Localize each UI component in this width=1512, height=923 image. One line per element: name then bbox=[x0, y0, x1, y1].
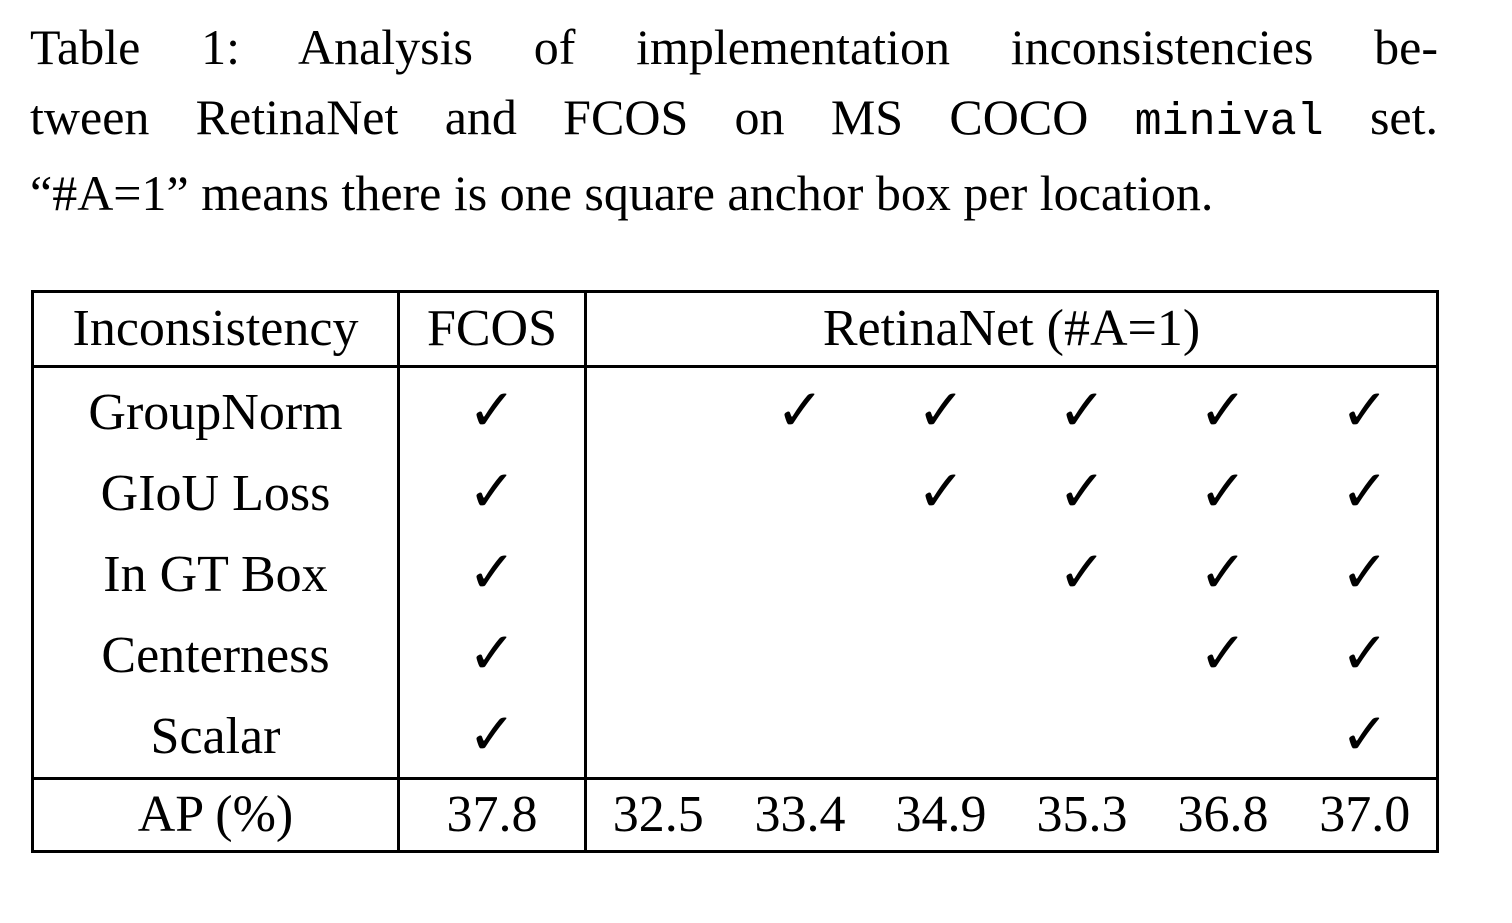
retina-cell bbox=[730, 453, 871, 534]
checkmark-icon: ✓ bbox=[1198, 376, 1248, 444]
retina-cell bbox=[871, 696, 1012, 779]
checkmark-icon: ✓ bbox=[1198, 619, 1248, 687]
retina-cell: ✓ bbox=[871, 453, 1012, 534]
checkmark-icon: ✓ bbox=[1198, 538, 1248, 606]
retina-cell bbox=[586, 615, 730, 696]
table-row: In GT Box ✓ ✓ ✓ ✓ bbox=[31, 534, 1439, 615]
header-inconsistency: Inconsistency bbox=[31, 290, 400, 368]
retina-cell bbox=[586, 453, 730, 534]
checkmark-icon: ✓ bbox=[467, 619, 517, 687]
header-retinanet: RetinaNet (#A=1) bbox=[585, 290, 1439, 368]
table-header-row: Inconsistency FCOS RetinaNet (#A=1) bbox=[31, 290, 1439, 368]
retina-cell: ✓ bbox=[1153, 615, 1294, 696]
retina-cell bbox=[730, 696, 871, 779]
retina-cell bbox=[586, 696, 730, 779]
retina-cell bbox=[730, 534, 871, 615]
retina-cell: ✓ bbox=[1293, 696, 1439, 779]
retina-cell: ✓ bbox=[1153, 367, 1294, 454]
row-label: GroupNorm bbox=[31, 366, 400, 453]
checkmark-icon: ✓ bbox=[1057, 376, 1107, 444]
retina-cell: ✓ bbox=[1153, 534, 1294, 615]
header-fcos: FCOS bbox=[398, 290, 587, 368]
ap-retina-6: 37.0 bbox=[1293, 777, 1439, 853]
ap-label: AP (%) bbox=[31, 777, 400, 853]
checkmark-icon: ✓ bbox=[1057, 538, 1107, 606]
fcos-cell: ✓ bbox=[398, 534, 587, 615]
checkmark-icon: ✓ bbox=[1198, 457, 1248, 525]
retina-cell: ✓ bbox=[1293, 615, 1439, 696]
table-row: Centerness ✓ ✓ ✓ bbox=[31, 615, 1439, 696]
fcos-cell: ✓ bbox=[398, 453, 587, 534]
checkmark-icon: ✓ bbox=[467, 376, 517, 444]
checkmark-icon: ✓ bbox=[1340, 457, 1390, 525]
table-row: Scalar ✓ ✓ bbox=[31, 696, 1439, 779]
row-label: In GT Box bbox=[31, 534, 400, 615]
fcos-cell: ✓ bbox=[398, 696, 587, 779]
ap-retina-2: 33.4 bbox=[729, 777, 871, 853]
row-label: Scalar bbox=[31, 696, 400, 779]
retina-cell: ✓ bbox=[1293, 453, 1439, 534]
ap-fcos: 37.8 bbox=[398, 777, 587, 853]
ap-retina-4: 35.3 bbox=[1011, 777, 1153, 853]
retina-cell: ✓ bbox=[1293, 366, 1439, 453]
retina-cell: ✓ bbox=[1012, 453, 1153, 534]
retina-cell bbox=[586, 367, 730, 454]
ap-retina-3: 34.9 bbox=[870, 777, 1012, 853]
retina-cell bbox=[871, 615, 1012, 696]
ap-retina-5: 36.8 bbox=[1152, 777, 1294, 853]
retina-cell bbox=[1012, 615, 1153, 696]
fcos-cell: ✓ bbox=[398, 615, 587, 696]
table-row: GroupNorm ✓ ✓ ✓ ✓ ✓ ✓ bbox=[31, 366, 1439, 454]
ap-row: AP (%) 37.8 32.5 33.4 34.9 35.3 36.8 37.… bbox=[31, 777, 1439, 853]
checkmark-icon: ✓ bbox=[467, 457, 517, 525]
caption-line-1: Table 1: Analysis of implementation inco… bbox=[30, 19, 1438, 75]
checkmark-icon: ✓ bbox=[1340, 376, 1390, 444]
retina-cell: ✓ bbox=[730, 367, 871, 454]
checkmark-icon: ✓ bbox=[775, 376, 825, 444]
checkmark-icon: ✓ bbox=[1340, 700, 1390, 768]
retina-cell bbox=[1012, 696, 1153, 779]
retina-cell: ✓ bbox=[1012, 367, 1153, 454]
retina-cell bbox=[1153, 696, 1294, 779]
checkmark-icon: ✓ bbox=[467, 538, 517, 606]
caption-line-2-end: set. bbox=[1369, 89, 1438, 145]
checkmark-icon: ✓ bbox=[1057, 457, 1107, 525]
retina-cell: ✓ bbox=[871, 367, 1012, 454]
checkmark-icon: ✓ bbox=[467, 700, 517, 768]
caption-line-2-text: tween RetinaNet and FCOS on MS COCO bbox=[30, 89, 1089, 145]
row-label: GIoU Loss bbox=[31, 453, 400, 534]
retina-cell: ✓ bbox=[1153, 453, 1294, 534]
checkmark-icon: ✓ bbox=[916, 376, 966, 444]
caption-line-2: tween RetinaNet and FCOS on MS COCO mini… bbox=[30, 82, 1438, 158]
ap-retina-1: 32.5 bbox=[585, 777, 730, 853]
fcos-cell: ✓ bbox=[398, 366, 587, 453]
retina-cell: ✓ bbox=[1012, 534, 1153, 615]
retina-cell bbox=[730, 615, 871, 696]
results-table: Inconsistency FCOS RetinaNet (#A=1) Grou… bbox=[31, 290, 1439, 853]
checkmark-icon: ✓ bbox=[1340, 538, 1390, 606]
caption-line-3: “#A=1” means there is one square anchor … bbox=[30, 165, 1214, 221]
retina-cell: ✓ bbox=[1293, 534, 1439, 615]
table-row: GIoU Loss ✓ ✓ ✓ ✓ ✓ bbox=[31, 453, 1439, 534]
row-label: Centerness bbox=[31, 615, 400, 696]
table-body: GroupNorm ✓ ✓ ✓ ✓ ✓ ✓ GIoU Loss ✓ ✓ ✓ ✓ ✓ In GT Box ✓ ✓… bbox=[31, 366, 1439, 779]
checkmark-icon: ✓ bbox=[916, 457, 966, 525]
table-caption: Table 1: Analysis of implementation inco… bbox=[30, 12, 1438, 228]
retina-cell bbox=[586, 534, 730, 615]
caption-minival: minival bbox=[1134, 97, 1324, 148]
retina-cell bbox=[871, 534, 1012, 615]
checkmark-icon: ✓ bbox=[1340, 619, 1390, 687]
